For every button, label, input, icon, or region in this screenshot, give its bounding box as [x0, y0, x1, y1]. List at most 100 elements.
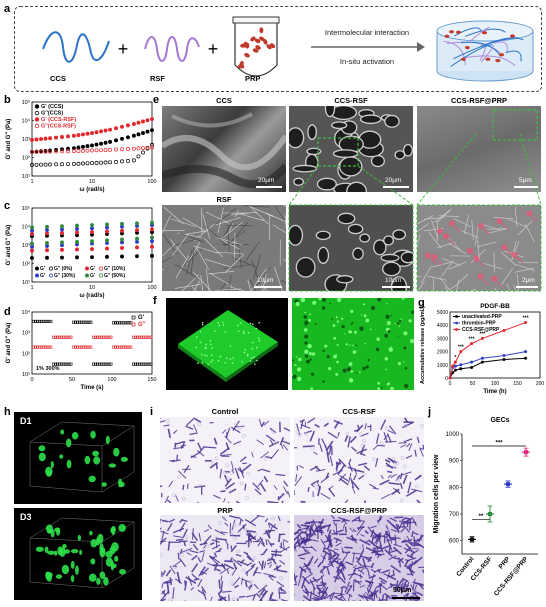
speck [221, 321, 224, 324]
scalebar-line [383, 186, 409, 188]
fiber [249, 205, 274, 217]
fiber [208, 271, 235, 275]
legend-entry: G' [40, 273, 45, 279]
migrated-cell [183, 464, 190, 474]
x-tick-label: 150 [513, 381, 522, 387]
migrated-cell [390, 473, 397, 479]
data-point [81, 161, 85, 166]
migrated-cell [229, 557, 233, 562]
migrated-cell [263, 561, 267, 569]
migrated-cell [381, 594, 385, 601]
fiber [181, 274, 199, 291]
migrated-cell [314, 558, 319, 564]
migrated-cell [294, 536, 298, 540]
fiber [260, 284, 269, 291]
membrane-pore [235, 467, 240, 472]
data-point [83, 345, 87, 349]
migrated-cell [280, 546, 290, 553]
speck [257, 337, 260, 339]
migrated-cell [357, 462, 368, 467]
speck [385, 314, 390, 319]
data-point [48, 162, 53, 167]
data-point [66, 149, 70, 154]
membrane-pore [224, 451, 228, 456]
data-point [120, 221, 124, 226]
migrated-cell [239, 456, 247, 463]
scalebar-line [514, 186, 538, 188]
data-point [524, 356, 528, 360]
migrated-cell [267, 539, 273, 548]
data-point [150, 239, 154, 244]
migrated-cell [316, 583, 327, 587]
data-point [131, 146, 136, 151]
data-point [90, 131, 94, 135]
migrated-cell [384, 459, 391, 463]
migrated-cell [387, 470, 393, 474]
data-point [60, 224, 64, 229]
speck [346, 367, 352, 372]
data-point [45, 231, 49, 236]
data-point [99, 129, 103, 134]
migrated-cell [326, 566, 331, 576]
speck [332, 324, 336, 328]
data-point [30, 162, 34, 167]
fiber [417, 234, 421, 248]
migrated-cell [364, 580, 372, 584]
migrated-cell [322, 594, 327, 599]
migrated-cell [201, 551, 205, 562]
migrated-cell [405, 581, 410, 591]
data-point [81, 320, 85, 324]
migrated-cell [388, 546, 391, 554]
fiber [209, 272, 233, 287]
membrane-pore [400, 498, 404, 503]
migrated-cell [421, 569, 424, 574]
transwell-image-control [160, 417, 290, 503]
x-tick-label: 100 [147, 285, 156, 291]
migrated-cell [300, 524, 311, 528]
migrated-cell [377, 444, 385, 447]
membrane-pore [413, 589, 418, 593]
fiber [200, 275, 204, 291]
speck [397, 362, 401, 366]
migrated-cell [414, 582, 424, 587]
migrated-cell [337, 464, 346, 476]
speck [390, 346, 392, 349]
fiber [417, 214, 434, 225]
fiber [222, 221, 244, 238]
migrated-cell [220, 595, 228, 601]
migrated-cell [255, 592, 261, 598]
cell-marker [70, 560, 75, 569]
migrated-cell [369, 483, 377, 489]
cell-marker [100, 547, 106, 554]
data-point [30, 255, 34, 260]
migrated-cell [333, 537, 342, 542]
platelet-arrow [454, 226, 461, 232]
membrane-pore [222, 516, 227, 521]
x-tick-label: 0 [30, 377, 33, 383]
fiber [442, 258, 461, 267]
data-point [39, 149, 43, 154]
migrated-cell [259, 588, 265, 596]
migrated-cell [261, 421, 265, 427]
migrated-cell [279, 560, 286, 565]
migrated-cell [339, 475, 349, 482]
data-point [135, 239, 139, 244]
migrated-cell [405, 454, 413, 459]
migrated-cell [385, 525, 389, 530]
pore [403, 143, 413, 157]
migrated-cell [318, 518, 325, 528]
cell-marker [79, 549, 83, 555]
migrated-cell [356, 560, 363, 567]
cell-marker [105, 435, 110, 445]
migrated-cell [247, 584, 252, 589]
data-point [453, 368, 457, 372]
fiber [460, 229, 480, 239]
speck [403, 383, 409, 389]
transwell-title-control: Control [211, 407, 239, 416]
migrated-cell [178, 470, 187, 479]
data-point [30, 231, 34, 236]
data-point [120, 159, 124, 164]
cell-marker [96, 577, 101, 585]
legend-entry: G' [138, 315, 145, 321]
data-point [81, 148, 85, 153]
